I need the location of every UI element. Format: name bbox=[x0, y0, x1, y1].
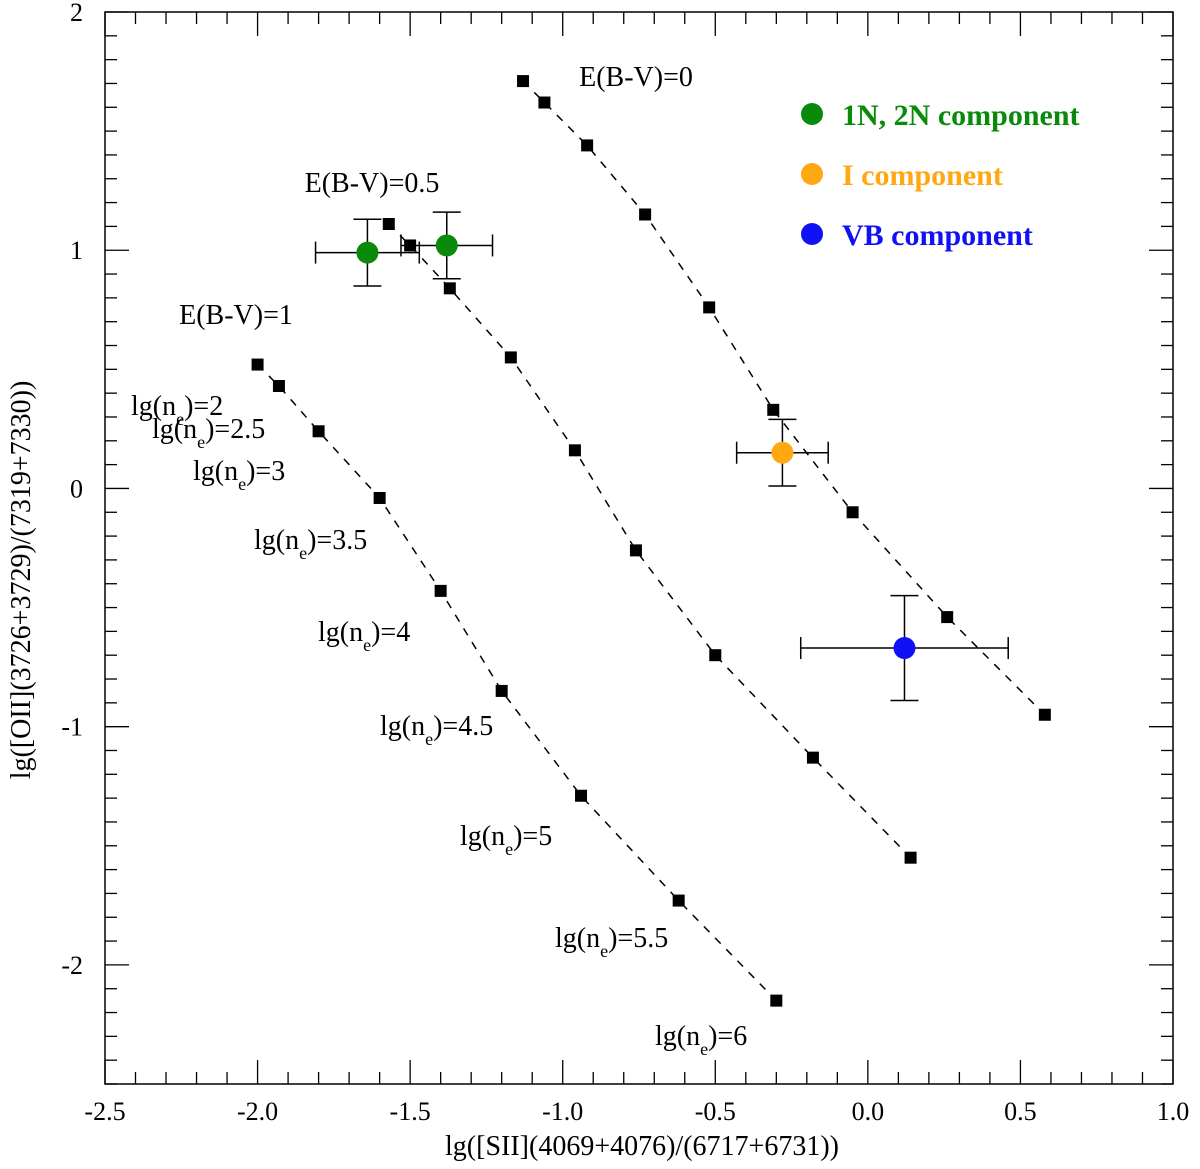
curve-marker bbox=[504, 351, 517, 364]
curve-marker bbox=[443, 282, 456, 295]
labels-layer: E(B-V)=0E(B-V)=0.5E(B-V)=1lg(ne)=2lg(ne)… bbox=[131, 62, 747, 1059]
y-tick-label: 1 bbox=[70, 236, 83, 265]
curve-marker bbox=[672, 894, 685, 907]
density-label-subscript: e bbox=[700, 1039, 708, 1059]
y-axis-title: lg([OII](3726+3729)/(7319+7330)) bbox=[6, 381, 37, 780]
curve-label: E(B-V)=0.5 bbox=[305, 168, 440, 199]
legend-label: I component bbox=[842, 159, 1003, 192]
curve-marker bbox=[581, 139, 594, 152]
curve-marker bbox=[434, 584, 447, 597]
density-label-base: lg(n bbox=[460, 821, 505, 852]
curve-marker bbox=[941, 611, 954, 624]
curve-label: E(B-V)=1 bbox=[179, 300, 293, 331]
density-label: lg(ne)=2.5 bbox=[152, 414, 265, 452]
density-label-rest: )=2.5 bbox=[205, 414, 265, 445]
curve-marker bbox=[495, 684, 508, 697]
x-tick-label: -0.5 bbox=[695, 1097, 736, 1126]
density-label-base: lg(n bbox=[152, 414, 197, 445]
density-label-subscript: e bbox=[176, 409, 184, 429]
density-label-base: lg(n bbox=[655, 1021, 700, 1052]
density-label-rest: )=3.5 bbox=[307, 525, 367, 556]
legend-marker bbox=[801, 163, 823, 185]
curve-marker bbox=[709, 649, 722, 662]
plot-frame bbox=[104, 11, 1174, 1085]
density-label: lg(ne)=5.5 bbox=[555, 923, 668, 961]
density-label: lg(ne)=6 bbox=[655, 1021, 747, 1059]
axes-layer: -2.5 -2.0 -1.5 -1.0 -0.5 0.0 0.5 1.0 -2 -1 0 1 2 bbox=[61, 0, 1189, 1126]
data-point-1 bbox=[771, 441, 794, 464]
curve-marker bbox=[846, 506, 859, 519]
x-tick-label: -2.5 bbox=[84, 1097, 125, 1126]
density-label: lg(ne)=4 bbox=[318, 617, 410, 655]
curve-marker bbox=[904, 851, 917, 864]
density-label-subscript: e bbox=[238, 474, 246, 494]
curve-marker bbox=[538, 96, 551, 109]
curve-marker bbox=[575, 789, 588, 802]
density-label-subscript: e bbox=[425, 729, 433, 749]
legend-label: 1N, 2N component bbox=[842, 99, 1080, 132]
curve-label: E(B-V)=0 bbox=[579, 62, 693, 93]
y-tick-label: -1 bbox=[61, 713, 83, 742]
y-tick-label: -2 bbox=[61, 951, 83, 980]
density-label-rest: )=3 bbox=[246, 456, 285, 487]
curve-marker bbox=[703, 301, 716, 314]
density-label-rest: )=4.5 bbox=[433, 711, 493, 742]
curve-marker bbox=[382, 218, 395, 231]
density-label: lg(ne)=3 bbox=[193, 456, 285, 494]
density-label-subscript: e bbox=[600, 941, 608, 961]
x-tick-label: -1.0 bbox=[542, 1097, 583, 1126]
density-label: lg(ne)=2 bbox=[131, 391, 223, 429]
curve-marker bbox=[629, 544, 642, 557]
curve-marker bbox=[639, 208, 652, 221]
density-label: lg(ne)=5 bbox=[460, 821, 552, 859]
curves-layer bbox=[251, 75, 1051, 1007]
density-label-subscript: e bbox=[197, 432, 205, 452]
density-label-subscript: e bbox=[505, 839, 513, 859]
curve-marker bbox=[373, 491, 386, 504]
legend-marker bbox=[801, 103, 823, 125]
y-tick-label: 2 bbox=[70, 0, 83, 27]
x-tick-label: -2.0 bbox=[237, 1097, 278, 1126]
curve-marker bbox=[312, 425, 325, 438]
density-label-base: lg(n bbox=[254, 525, 299, 556]
curve-marker bbox=[272, 380, 285, 393]
legend-marker bbox=[801, 223, 823, 245]
x-tick-label: 0.0 bbox=[852, 1097, 885, 1126]
density-label-rest: )=4 bbox=[371, 617, 410, 648]
density-label-subscript: e bbox=[363, 635, 371, 655]
density-label-base: lg(n bbox=[193, 456, 238, 487]
curve-marker bbox=[251, 358, 264, 371]
data-point-0 bbox=[356, 241, 379, 264]
curve-marker bbox=[568, 444, 581, 457]
x-tick-label: 0.5 bbox=[1004, 1097, 1037, 1126]
curve-marker bbox=[770, 994, 783, 1007]
curve-marker bbox=[517, 75, 530, 88]
points-layer bbox=[314, 211, 1009, 702]
density-label-subscript: e bbox=[299, 543, 307, 563]
y-tick-label: 0 bbox=[70, 474, 83, 503]
x-tick-label: 1.0 bbox=[1157, 1097, 1190, 1126]
legend: 1N, 2N component I component VB component bbox=[801, 99, 1080, 252]
density-label-rest: )=2 bbox=[184, 391, 223, 422]
density-label-base: lg(n bbox=[318, 617, 363, 648]
legend-label: VB component bbox=[842, 219, 1033, 252]
density-label-base: lg(n bbox=[555, 923, 600, 954]
density-label: lg(ne)=4.5 bbox=[380, 711, 493, 749]
density-label-base: lg(n bbox=[131, 391, 176, 422]
density-label: lg(ne)=3.5 bbox=[254, 525, 367, 563]
x-tick-label: -1.5 bbox=[390, 1097, 431, 1126]
curve-marker bbox=[767, 403, 780, 416]
density-label-rest: )=5 bbox=[513, 821, 552, 852]
data-point-2 bbox=[893, 637, 916, 660]
curve-marker bbox=[1038, 708, 1051, 721]
x-axis-title: lg([SII](4069+4076)/(6717+6731)) bbox=[445, 1131, 839, 1162]
density-label-base: lg(n bbox=[380, 711, 425, 742]
density-label-rest: )=5.5 bbox=[608, 923, 668, 954]
density-label-rest: )=6 bbox=[708, 1021, 747, 1052]
curve-marker bbox=[806, 751, 819, 764]
data-point-0 bbox=[435, 234, 458, 257]
